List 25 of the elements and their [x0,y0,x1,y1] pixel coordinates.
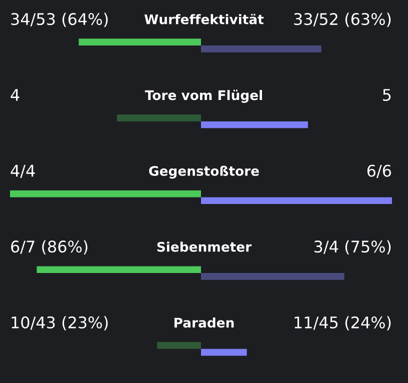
bar [201,46,322,52]
bar [36,266,201,274]
annotation: 4 [10,89,20,101]
annotation: 10/43 (23%) [12,316,108,330]
annotation: 4/4 [10,164,35,178]
y-tick-label: Paraden [174,317,234,328]
annotation: 6/7 (86%) [11,240,88,255]
bar [78,38,201,46]
y-tick-label: Siebenmeter [157,242,252,252]
y-tick-label: Gegenstoßtore [149,166,259,179]
bar [10,190,201,198]
annotation: 6/6 [367,164,391,178]
annotation: 34/53 (64%) [11,12,108,27]
y-tick-label: Tore vom Flügel [144,90,262,103]
bar [116,114,201,122]
annotation: 11/45 (24%) [294,316,391,330]
bar [201,273,344,280]
bar [201,121,308,128]
annotation: 33/52 (63%) [294,12,391,27]
annotation: 3/4 (75%) [314,240,391,255]
bar [157,342,201,349]
bar [201,197,392,204]
y-tick-label: Wurfeffektivität [144,14,264,24]
bar [201,348,247,356]
annotation: 5 [383,89,391,101]
